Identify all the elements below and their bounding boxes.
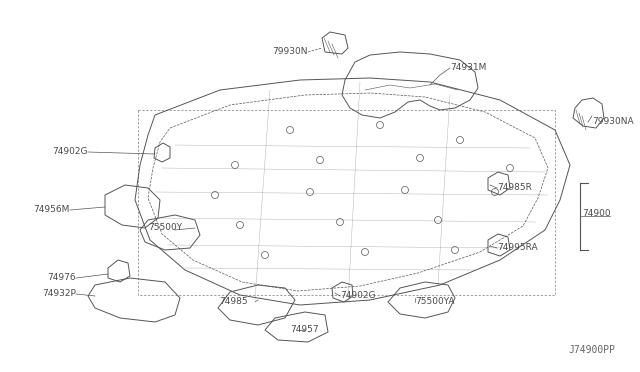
Text: 75500Y: 75500Y	[148, 224, 182, 232]
Text: 74976: 74976	[47, 273, 76, 282]
Text: 74956M: 74956M	[34, 205, 70, 215]
Text: 74931M: 74931M	[450, 64, 486, 73]
Text: 79930NA: 79930NA	[592, 118, 634, 126]
Text: 79930N: 79930N	[273, 48, 308, 57]
Text: 74957: 74957	[290, 326, 319, 334]
Text: J74900PP: J74900PP	[568, 345, 615, 355]
Text: 74995RA: 74995RA	[497, 244, 538, 253]
Text: 74900: 74900	[582, 209, 611, 218]
Text: 74985: 74985	[220, 298, 248, 307]
Text: 74985R: 74985R	[497, 183, 532, 192]
Text: 75500YA: 75500YA	[415, 298, 454, 307]
Text: 74932P: 74932P	[42, 289, 76, 298]
Text: 74902G: 74902G	[52, 148, 88, 157]
Text: 74902G: 74902G	[340, 292, 376, 301]
